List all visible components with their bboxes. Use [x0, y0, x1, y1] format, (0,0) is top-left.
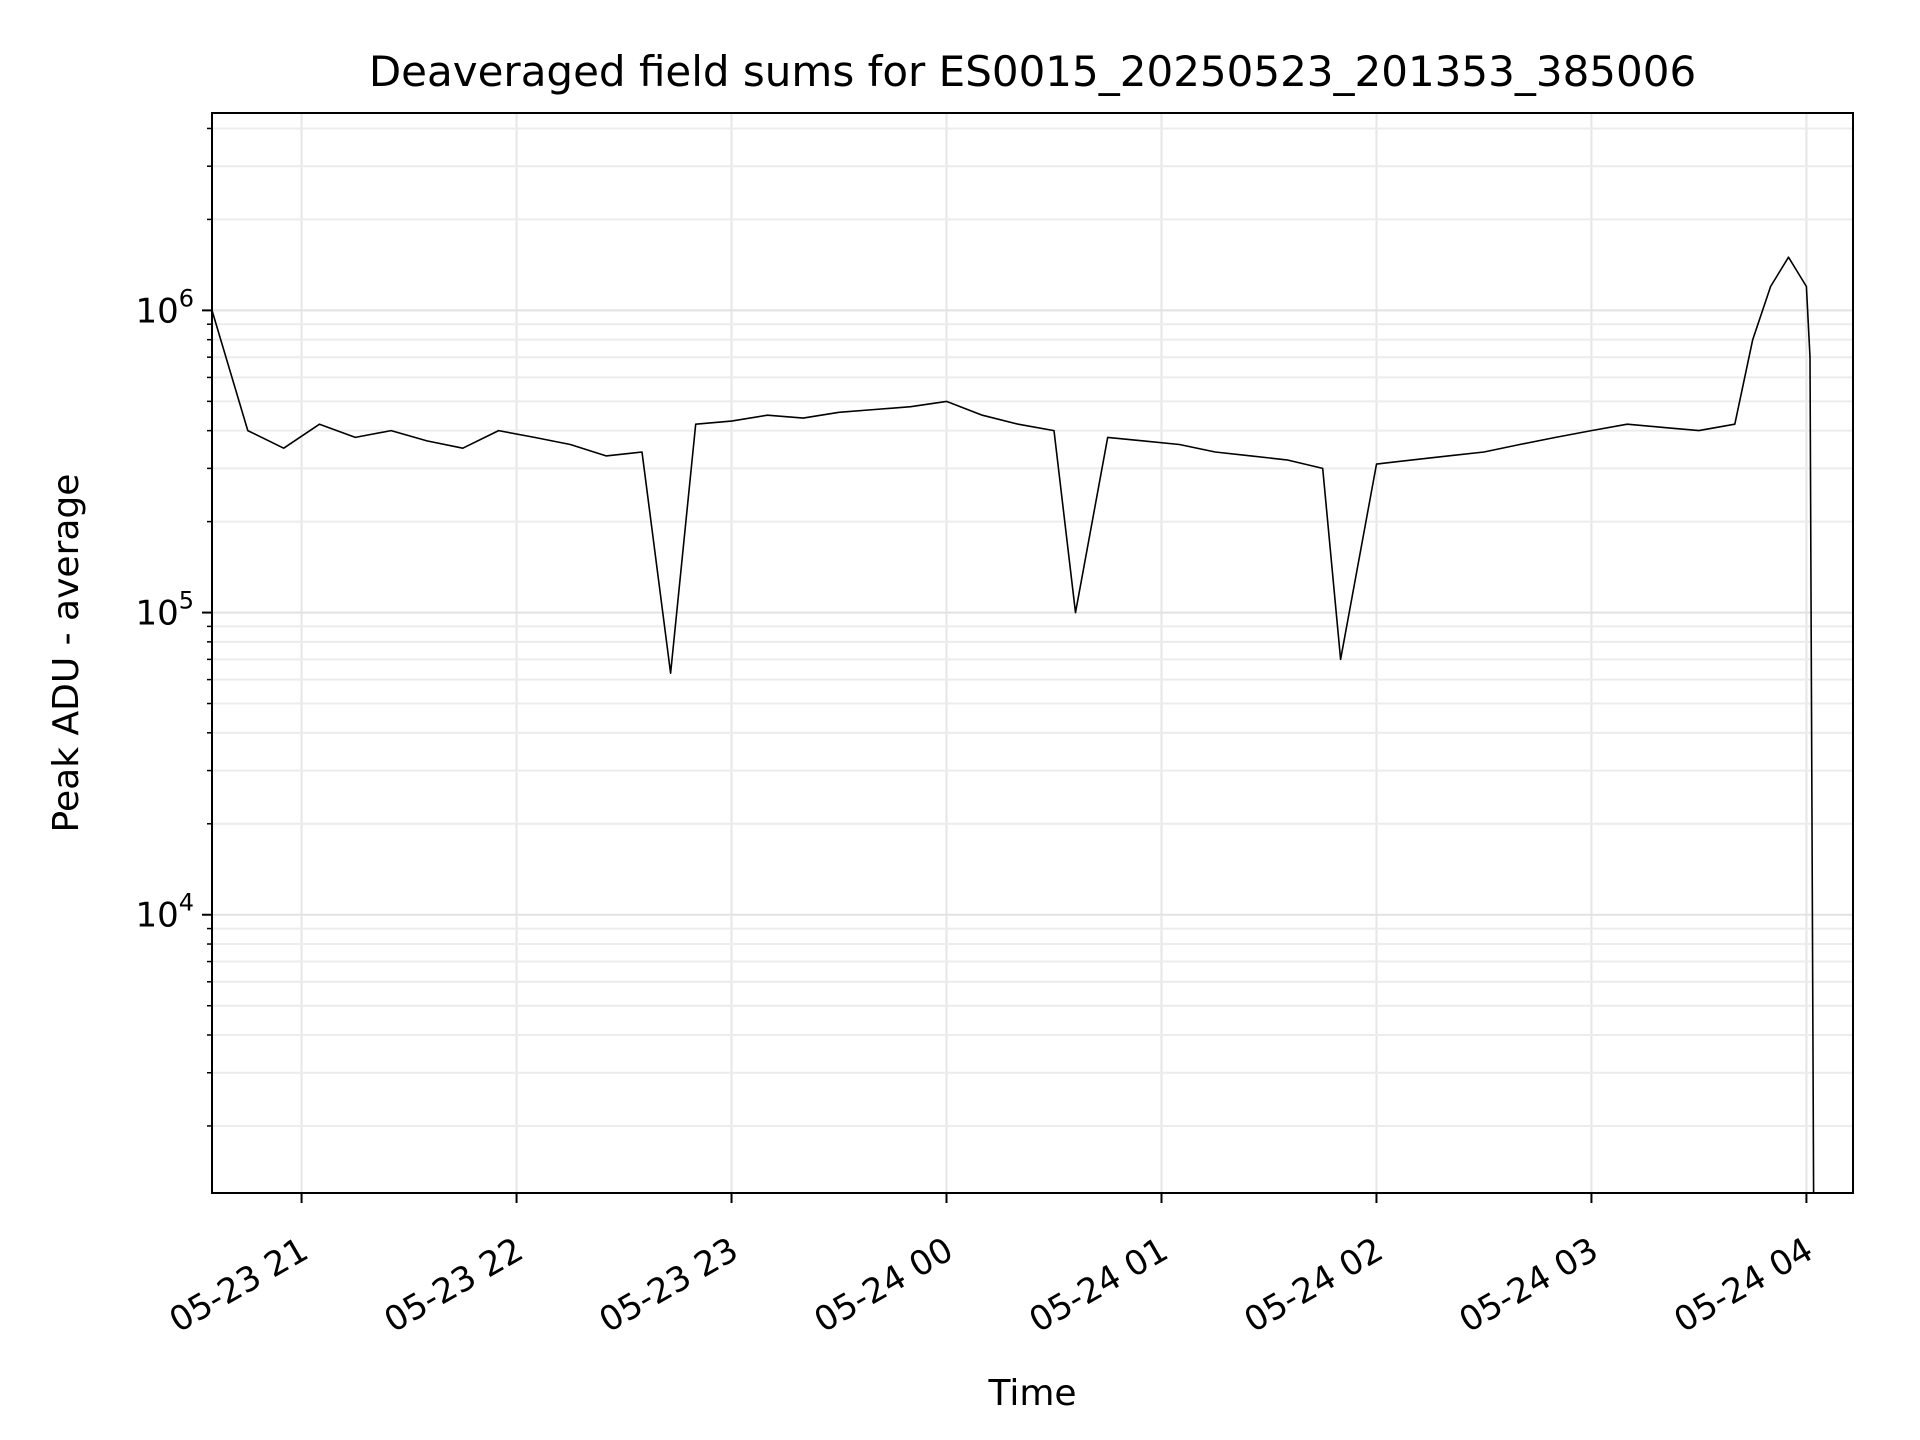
x-axis-label: Time	[987, 1373, 1076, 1414]
axes-frame	[211, 112, 1854, 1194]
y-tick-label: 104	[135, 889, 194, 936]
grid	[212, 113, 1853, 1193]
chart-title: Deaveraged field sums for ES0015_2025052…	[369, 47, 1696, 96]
y-axis-label: Peak ADU - average	[46, 474, 87, 833]
series-line	[211, 256, 1815, 1194]
plot-area	[211, 256, 1815, 1194]
y-tick-label: 106	[135, 284, 194, 331]
y-tick-label: 105	[135, 587, 194, 634]
